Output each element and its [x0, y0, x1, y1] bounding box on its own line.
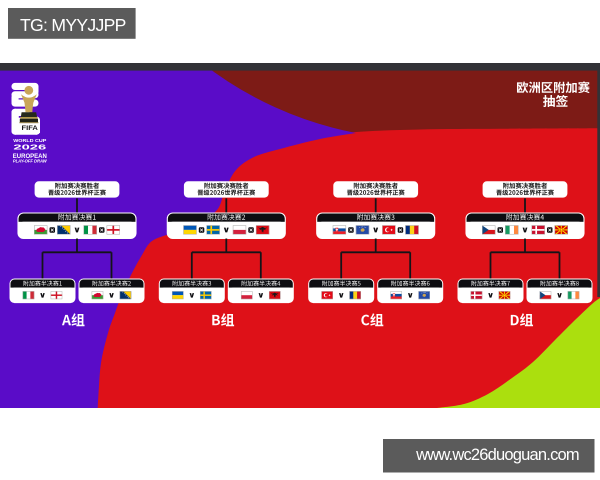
svg-text:2026: 2026	[13, 143, 46, 151]
svg-text:FIFA: FIFA	[22, 125, 38, 131]
svg-text:www.wc26duoguan.com: www.wc26duoguan.com	[415, 446, 579, 464]
svg-text:PLAY-OFF DRAW: PLAY-OFF DRAW	[13, 158, 48, 163]
svg-text:EUROPEAN: EUROPEAN	[13, 154, 47, 160]
svg-text:TG: MYYJJPP: TG: MYYJJPP	[20, 15, 126, 35]
svg-text:WORLD CUP: WORLD CUP	[13, 139, 47, 145]
